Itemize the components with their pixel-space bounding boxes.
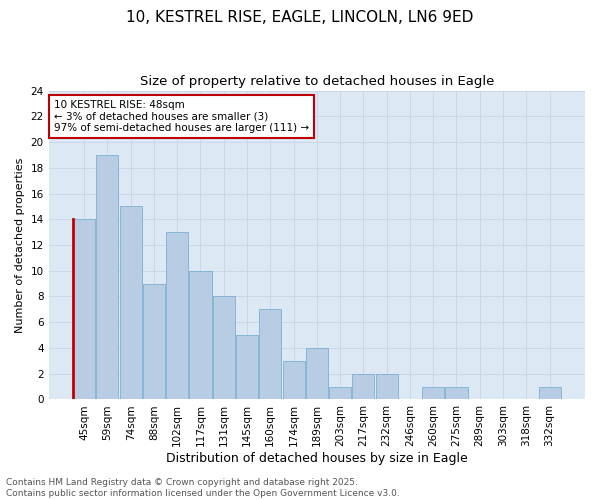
Bar (119, 206, 142, 400)
Bar (190, 270, 212, 400)
Bar (212, 296, 235, 400)
Bar (539, 386, 560, 400)
Bar (376, 374, 398, 400)
Text: Contains HM Land Registry data © Crown copyright and database right 2025.
Contai: Contains HM Land Registry data © Crown c… (6, 478, 400, 498)
Bar (306, 348, 328, 400)
Bar (143, 284, 165, 400)
Bar (236, 335, 258, 400)
X-axis label: Distribution of detached houses by size in Eagle: Distribution of detached houses by size … (166, 452, 468, 465)
Bar (259, 310, 281, 400)
Y-axis label: Number of detached properties: Number of detached properties (15, 158, 25, 332)
Bar (283, 361, 305, 400)
Bar (73, 220, 95, 400)
Bar (329, 386, 351, 400)
Text: 10, KESTREL RISE, EAGLE, LINCOLN, LN6 9ED: 10, KESTREL RISE, EAGLE, LINCOLN, LN6 9E… (127, 10, 473, 25)
Bar (352, 374, 374, 400)
Bar (445, 386, 467, 400)
Bar (166, 232, 188, 400)
Title: Size of property relative to detached houses in Eagle: Size of property relative to detached ho… (140, 75, 494, 88)
Bar (422, 386, 444, 400)
Bar (97, 155, 118, 400)
Text: 10 KESTREL RISE: 48sqm
← 3% of detached houses are smaller (3)
97% of semi-detac: 10 KESTREL RISE: 48sqm ← 3% of detached … (54, 100, 309, 133)
